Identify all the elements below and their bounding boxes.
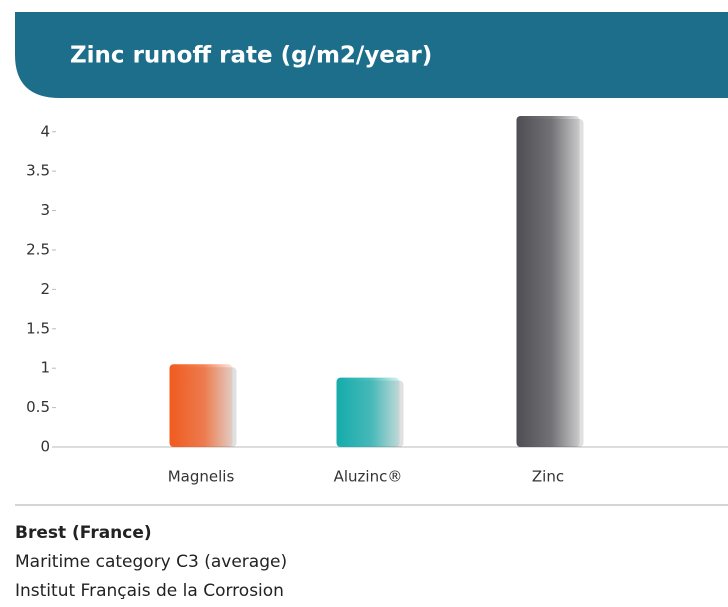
y-tick-label: 3: [40, 201, 50, 219]
bar: [169, 364, 233, 447]
y-tick-label: 0.5: [26, 398, 50, 416]
y-tick-label: 4: [40, 122, 50, 140]
footer-line: Maritime category C3 (average): [15, 552, 287, 572]
y-tick-label: 2: [40, 280, 50, 298]
y-tick-label: 2.5: [26, 240, 50, 258]
footer-line: Institut Français de la Corrosion: [15, 581, 284, 601]
bar: [336, 377, 400, 447]
y-tick-label: 1.5: [26, 319, 50, 337]
y-tick-label: 3.5: [26, 162, 50, 180]
y-tick-label: 0: [40, 438, 50, 456]
bar: [516, 116, 580, 447]
x-tick-label: Zinc: [532, 468, 564, 486]
y-tick-label: 1: [40, 359, 50, 377]
header-banner: [15, 12, 728, 98]
chart-title: Zinc runoff rate (g/m2/year): [70, 43, 432, 69]
x-tick-label: Aluzinc®: [334, 468, 403, 486]
footer-location: Brest (France): [15, 523, 152, 543]
x-tick-label: Magnelis: [168, 468, 235, 486]
